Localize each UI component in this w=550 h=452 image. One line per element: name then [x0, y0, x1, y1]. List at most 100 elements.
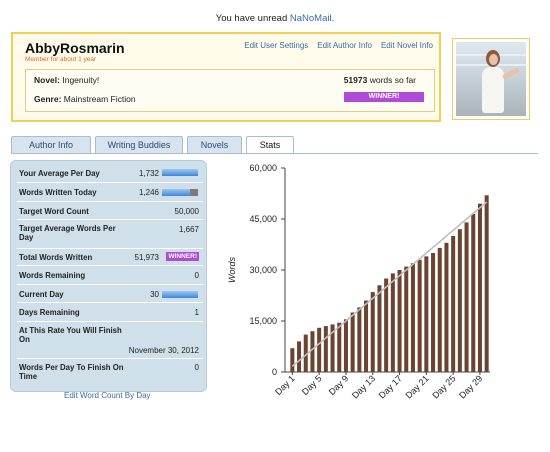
- chart-bar: [310, 331, 315, 372]
- chart-bar: [484, 195, 489, 372]
- chart-bar: [350, 312, 355, 372]
- stat-row: At This Rate You Will Finish On November…: [17, 322, 203, 359]
- profile-header: AbbyRosmarin Member for about 1 year Edi…: [11, 32, 441, 122]
- novel-summary: Novel: Ingenuity! Genre: Mainstream Fict…: [25, 69, 435, 112]
- stat-value: 50,000: [174, 207, 199, 216]
- word-count-suffix: words so far: [367, 75, 416, 85]
- chart-bar: [397, 270, 402, 372]
- stat-row: Days Remaining 1: [17, 303, 203, 322]
- x-tick-label: Day 29: [457, 373, 484, 400]
- progress-bar: [162, 169, 198, 176]
- novel-label: Novel:: [34, 75, 60, 85]
- stat-label: Total Words Written: [19, 253, 93, 262]
- stat-value: November 30, 2012: [128, 346, 199, 355]
- word-count-summary: 51973 words so far: [344, 75, 416, 85]
- genre-value: Mainstream Fiction: [63, 94, 136, 104]
- x-tick-label: Day 25: [430, 373, 457, 400]
- stat-label: Target Word Count: [19, 207, 89, 216]
- stat-value: 1,667: [178, 225, 199, 234]
- genre-row: Genre: Mainstream Fiction: [34, 94, 136, 104]
- stat-row: Total Words Written 51,973 WINNER!: [17, 249, 203, 266]
- chart-bar: [364, 300, 369, 372]
- stat-value: 51,973: [134, 253, 159, 262]
- nanomail-link[interactable]: NaNoMail: [289, 13, 332, 24]
- tab-divider: [11, 153, 538, 154]
- stat-row: Words Remaining 0: [17, 266, 203, 285]
- chart-bar: [437, 247, 442, 372]
- stat-value: 30: [150, 290, 159, 299]
- stat-value: 1,246: [138, 188, 159, 197]
- chart-bar: [343, 319, 348, 372]
- avatar-photo: [456, 42, 526, 116]
- target-line: [291, 201, 488, 367]
- stat-value: 1,732: [138, 169, 159, 178]
- tab-writing-buddies[interactable]: Writing Buddies: [95, 136, 183, 153]
- chart-bar: [464, 222, 469, 372]
- x-tick-label: Day 13: [350, 373, 377, 400]
- profile-tabs: Author Info Writing Buddies Novels Stats: [11, 136, 294, 154]
- y-tick-label: 60,000: [249, 163, 277, 173]
- stat-label: Words Remaining: [19, 271, 86, 280]
- chart-bar: [431, 253, 436, 372]
- stat-row: Current Day 30: [17, 285, 203, 303]
- stat-row: Target Average Words Per Day 1,667: [17, 220, 203, 249]
- tab-author-info[interactable]: Author Info: [11, 136, 91, 153]
- tab-stats[interactable]: Stats: [246, 136, 294, 154]
- edit-author-info-link[interactable]: Edit Author Info: [317, 41, 372, 50]
- profile-links: Edit User Settings Edit Author Info Edit…: [244, 41, 433, 50]
- x-tick-label: Day 9: [327, 373, 351, 397]
- word-count-number: 51973: [343, 75, 368, 85]
- unread-mail-notice: You have unread NaNoMail.: [0, 13, 550, 24]
- stat-row: Your Average Per Day 1,732: [17, 165, 203, 183]
- stat-value: 1: [194, 308, 199, 317]
- novel-row: Novel: Ingenuity!: [34, 75, 99, 85]
- chart-bar: [357, 307, 362, 372]
- chart-bar: [417, 259, 422, 372]
- stats-panel: Your Average Per Day 1,732 Words Written…: [10, 160, 207, 392]
- y-tick-label: 0: [272, 367, 277, 377]
- chart-bar: [477, 203, 482, 372]
- chart-bar: [290, 348, 295, 372]
- stat-row: Target Word Count 50,000: [17, 202, 203, 220]
- x-tick-label: Day 17: [377, 373, 404, 400]
- edit-user-settings-link[interactable]: Edit User Settings: [244, 41, 309, 50]
- stat-label: Your Average Per Day: [19, 169, 100, 178]
- chart-bar: [404, 266, 409, 372]
- chart-bar: [390, 273, 395, 372]
- genre-label: Genre:: [34, 94, 62, 104]
- stat-row: Words Per Day To Finish On Time 0: [17, 359, 203, 384]
- notice-prefix: You have unread: [215, 13, 290, 24]
- avatar: [452, 38, 530, 120]
- stat-label: Days Remaining: [19, 308, 80, 317]
- x-tick-label: Day 21: [404, 373, 431, 400]
- edit-novel-info-link[interactable]: Edit Novel Info: [380, 41, 433, 50]
- stat-label: Current Day: [19, 290, 64, 299]
- notice-suffix: .: [331, 13, 335, 24]
- stat-value: 0: [194, 271, 199, 280]
- chart-bar: [303, 334, 308, 372]
- chart-bar: [377, 285, 382, 372]
- progress-bar: [162, 189, 198, 196]
- y-tick-label: 30,000: [249, 265, 277, 275]
- winner-badge: WINNER!: [166, 252, 199, 261]
- chart-bar: [457, 229, 462, 372]
- chart-bar: [330, 324, 335, 372]
- stat-row: Words Written Today 1,246: [17, 183, 203, 202]
- y-tick-label: 15,000: [249, 316, 277, 326]
- chart-bar: [370, 292, 375, 372]
- stat-label: Target Average Words Per Day: [19, 224, 116, 242]
- winner-badge: WINNER!: [344, 92, 424, 102]
- stat-label: Words Per Day To Finish On Time: [19, 363, 124, 381]
- progress-bar: [162, 291, 198, 298]
- chart-bar: [337, 322, 342, 372]
- edit-word-count-link[interactable]: Edit Word Count By Day: [64, 391, 151, 400]
- chart-bar: [424, 256, 429, 372]
- stat-label: Words Written Today: [19, 188, 97, 197]
- novel-title: Ingenuity!: [62, 75, 100, 85]
- chart-bar: [384, 278, 389, 372]
- chart-bar: [317, 327, 322, 372]
- chart-bar: [451, 236, 456, 372]
- stat-label: At This Rate You Will Finish On: [19, 326, 122, 344]
- tab-novels[interactable]: Novels: [187, 136, 242, 153]
